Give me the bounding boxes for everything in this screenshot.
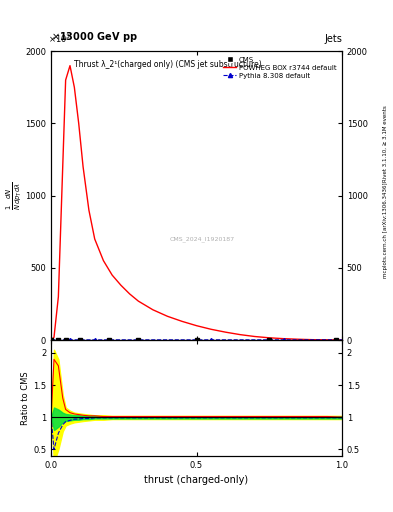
X-axis label: thrust (charged-only): thrust (charged-only): [145, 475, 248, 485]
Legend: CMS, POWHEG BOX r3744 default, Pythia 8.308 default: CMS, POWHEG BOX r3744 default, Pythia 8.…: [221, 55, 338, 81]
Text: $\times10^3$: $\times10^3$: [48, 33, 71, 46]
Y-axis label: $\frac{1}{N}\frac{dN}{dp_T d\lambda}$: $\frac{1}{N}\frac{dN}{dp_T d\lambda}$: [4, 181, 24, 210]
Y-axis label: Ratio to CMS: Ratio to CMS: [21, 371, 30, 425]
Text: CMS_2024_I1920187: CMS_2024_I1920187: [170, 236, 235, 242]
Text: Thrust λ_2¹(charged only) (CMS jet substructure): Thrust λ_2¹(charged only) (CMS jet subst…: [74, 60, 262, 69]
Text: Rivet 3.1.10, ≥ 3.1M events: Rivet 3.1.10, ≥ 3.1M events: [383, 105, 387, 182]
Text: $\times$13000 GeV pp: $\times$13000 GeV pp: [51, 30, 138, 44]
Text: Jets: Jets: [324, 33, 342, 44]
Text: mcplots.cern.ch [arXiv:1306.3436]: mcplots.cern.ch [arXiv:1306.3436]: [383, 183, 387, 278]
